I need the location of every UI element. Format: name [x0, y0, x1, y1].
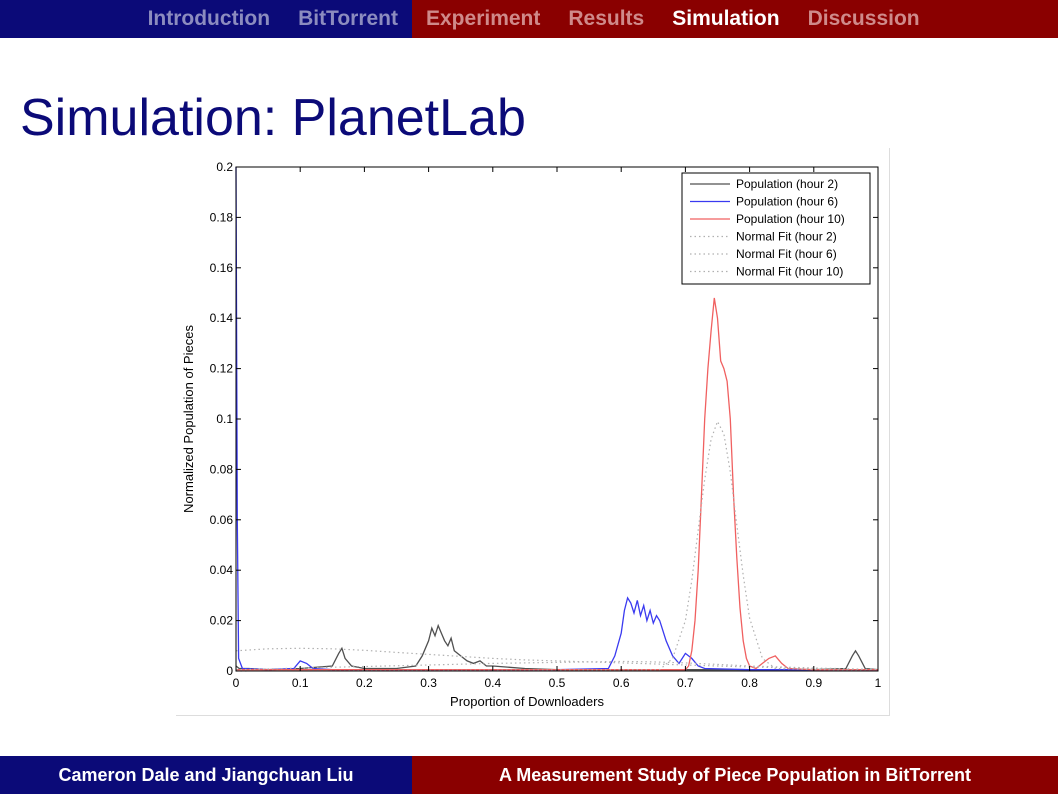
footer-right-section: A Measurement Study of Piece Population …: [412, 756, 1058, 794]
x-tick-label: 0.6: [613, 676, 630, 690]
chart-figure: 0 0.1 0.2 0.3 0.4 0.5 0.6 0.7 0.8 0.9 1 0 0.02 0.04 0.…: [176, 148, 890, 716]
footer-left-section: Cameron Dale and Jiangchuan Liu: [0, 756, 412, 794]
legend-entry: Normal Fit (hour 10): [736, 265, 843, 279]
nav-item-discussion[interactable]: Discussion: [807, 7, 920, 30]
series-line-6: [235, 419, 879, 672]
x-tick-label: 0.5: [549, 676, 566, 690]
y-tick-label: 0.06: [210, 513, 234, 527]
y-tick-label: 0.18: [210, 210, 234, 224]
x-tick-label: 0.7: [677, 676, 694, 690]
y-tick-label: 0.04: [210, 563, 234, 577]
y-tick-label: 0.14: [210, 311, 234, 325]
series-line-2: [235, 166, 878, 671]
x-tick-label: 0.2: [356, 676, 373, 690]
y-tick-label: 0: [226, 664, 233, 678]
legend-entry: Normal Fit (hour 2): [736, 230, 837, 244]
legend-entry: Normal Fit (hour 6): [736, 247, 837, 261]
x-tick-label: 0.9: [805, 676, 822, 690]
nav-item-results[interactable]: Results: [568, 7, 645, 30]
x-tick-label: 0.3: [420, 676, 437, 690]
footer-authors: Cameron Dale and Jiangchuan Liu: [58, 764, 354, 785]
slide-title: Simulation: PlanetLab: [20, 89, 526, 147]
legend-entry: Population (hour 2): [736, 177, 838, 191]
y-axis-label: Normalized Population of Pieces: [181, 325, 196, 513]
legend-entry: Population (hour 6): [736, 195, 838, 209]
y-tick-label: 0.02: [210, 614, 234, 628]
nav-item-introduction[interactable]: Introduction: [147, 7, 271, 30]
x-tick-label: 0.4: [484, 676, 501, 690]
series-line-5: [235, 660, 879, 671]
series-line-4: [235, 647, 879, 671]
top-navigation-bar: Introduction BitTorrent Experiment Resul…: [0, 0, 1058, 38]
y-tick-label: 0.1: [216, 412, 233, 426]
x-tick-label: 0: [233, 676, 240, 690]
x-tick-label: 1: [875, 676, 882, 690]
footer-bar: Cameron Dale and Jiangchuan Liu A Measur…: [0, 756, 1058, 794]
nav-item-bittorrent[interactable]: BitTorrent: [298, 7, 398, 30]
legend-box: [681, 172, 871, 285]
chart-axes: 0 0.1 0.2 0.3 0.4 0.5 0.6 0.7 0.8 0.9 1 0 0.02 0.04 0.…: [181, 160, 882, 709]
y-tick-label: 0.08: [210, 462, 234, 476]
nav-right-section: Experiment Results Simulation Discussion: [412, 0, 1058, 38]
nav-left-section: Introduction BitTorrent: [0, 0, 412, 38]
nav-item-simulation[interactable]: Simulation: [672, 7, 780, 30]
y-tick-label: 0.16: [210, 261, 234, 275]
x-tick-label: 0.8: [741, 676, 758, 690]
y-tick-label: 0.2: [216, 160, 233, 174]
x-tick-label: 0.1: [292, 676, 309, 690]
chart-marks: [235, 166, 879, 672]
y-tick-label: 0.12: [210, 362, 234, 376]
x-axis-label: Proportion of Downloaders: [450, 694, 604, 709]
chart-legend: Population (hour 2) Population (hour 6) Po…: [681, 172, 871, 285]
nav-item-experiment[interactable]: Experiment: [426, 7, 541, 30]
population-chart: 0 0.1 0.2 0.3 0.4 0.5 0.6 0.7 0.8 0.9 1 0 0.02 0.04 0.…: [181, 160, 882, 709]
footer-paper-title: A Measurement Study of Piece Population …: [498, 764, 972, 785]
legend-entry: Population (hour 10): [736, 212, 845, 226]
series-line-3: [236, 297, 878, 671]
